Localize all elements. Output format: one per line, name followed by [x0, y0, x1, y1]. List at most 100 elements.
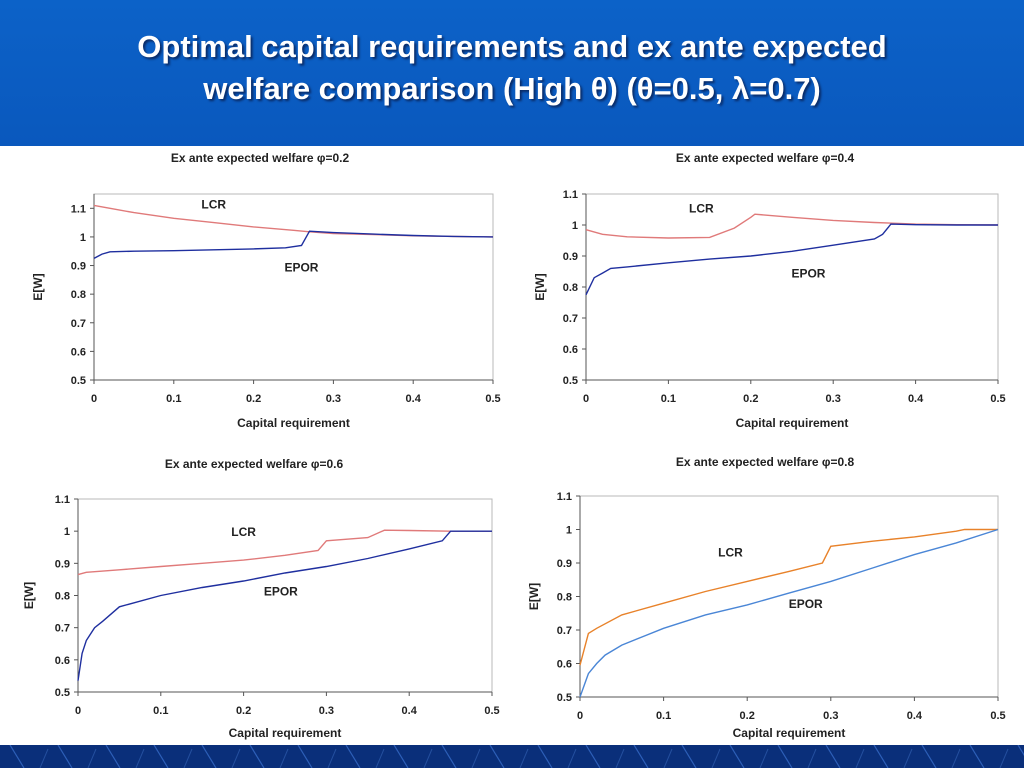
y-tick-label: 1 [64, 526, 70, 538]
chart-title: Ex ante expected welfare φ=0.2 [171, 151, 350, 165]
footer-stroke [105, 745, 121, 768]
slide-title: Optimal capital requirements and ex ante… [40, 26, 984, 110]
footer-stroke [567, 748, 577, 768]
x-tick-label: 0.5 [990, 710, 1005, 722]
y-axis-label: E[W] [31, 273, 45, 300]
x-tick-label: 0.2 [740, 710, 755, 722]
footer-stroke [825, 745, 841, 768]
footer-stroke [201, 745, 217, 768]
slide-title-line1: Optimal capital requirements and ex ante… [137, 29, 887, 64]
y-tick-label: 0.8 [71, 289, 86, 301]
x-tick-label: 0.5 [485, 393, 500, 405]
y-tick-label: 1 [80, 232, 86, 244]
series-label-epor: EPOR [264, 585, 298, 599]
y-tick-label: 0.5 [55, 687, 70, 699]
series-line-epor [579, 528, 999, 698]
footer-stroke [807, 748, 817, 768]
series-label-epor: EPOR [791, 267, 825, 281]
footer-pattern [9, 745, 1024, 768]
footer-stroke [519, 748, 529, 768]
series-label-lcr: LCR [689, 202, 714, 216]
chart-title: Ex ante expected welfare φ=0.8 [676, 455, 855, 469]
footer-stroke [393, 745, 409, 768]
x-tick-label: 0.1 [656, 710, 671, 722]
series-label-epor: EPOR [789, 597, 823, 611]
y-tick-label: 0.6 [55, 655, 70, 667]
x-tick-label: 0 [75, 705, 81, 717]
series-line-lcr [77, 529, 492, 576]
footer-stroke [135, 748, 145, 768]
footer-stroke [585, 745, 601, 768]
y-axis-label: E[W] [533, 273, 547, 300]
chart-2: 0.5 0.6 0.7 0.8 0.9 1 1.1 0 0.1 0.2 0.3 0.4 0.5 Ex an… [533, 151, 1006, 430]
y-tick-label: 0.5 [557, 692, 572, 704]
y-tick-label: 1 [572, 220, 578, 232]
footer-stroke [471, 748, 481, 768]
y-tick-label: 0.7 [71, 318, 86, 330]
y-tick-label: 1.1 [563, 189, 578, 201]
footer-stroke [855, 748, 865, 768]
chart-title: Ex ante expected welfare φ=0.4 [676, 151, 855, 165]
footer-stroke [777, 745, 793, 768]
x-tick-label: 0.5 [990, 393, 1005, 405]
x-tick-label: 0.3 [326, 393, 341, 405]
x-axis-label: Capital requirement [229, 726, 342, 740]
charts-svg: 0.5 0.6 0.7 0.8 0.9 1 1.1 0 0.1 0.2 0.3 0.4 0.5 Ex an… [22, 151, 1006, 740]
footer-stroke [537, 745, 553, 768]
footer-stroke [681, 745, 697, 768]
footer-stroke [951, 748, 961, 768]
y-tick-label: 0.6 [557, 659, 572, 671]
plot-frame [93, 193, 494, 381]
slide-footer [0, 745, 1024, 768]
series-label-lcr: LCR [231, 525, 256, 539]
footer-stroke [183, 748, 193, 768]
footer-stroke [57, 745, 73, 768]
y-tick-label: 0.6 [563, 344, 578, 356]
footer-stroke [9, 745, 25, 768]
footer-stroke [153, 745, 169, 768]
y-tick-label: 0.9 [563, 251, 578, 263]
footer-stroke [615, 748, 625, 768]
y-tick-label: 1.1 [557, 491, 572, 503]
x-tick-label: 0.2 [236, 705, 251, 717]
footer-stroke [441, 745, 457, 768]
y-tick-label: 1.1 [71, 203, 86, 215]
x-axis-label: Capital requirement [237, 416, 350, 430]
slide-title-line2: welfare comparison (High θ) (θ=0.5, λ=0.… [203, 71, 821, 106]
footer-stroke [999, 748, 1009, 768]
footer-stroke [297, 745, 313, 768]
y-tick-label: 0.9 [71, 261, 86, 273]
y-tick-label: 0.7 [55, 623, 70, 635]
x-tick-label: 0.2 [743, 393, 758, 405]
footer-stroke [231, 748, 241, 768]
footer-stroke [39, 748, 49, 768]
y-tick-label: 0.5 [563, 375, 578, 387]
y-tick-label: 0.9 [557, 558, 572, 570]
y-tick-label: 0.7 [563, 313, 578, 325]
x-tick-label: 0.1 [166, 393, 181, 405]
chart-title: Ex ante expected welfare φ=0.6 [165, 457, 344, 471]
footer-stroke [423, 748, 433, 768]
footer-stroke [921, 745, 937, 768]
footer-stroke [327, 748, 337, 768]
y-tick-label: 1 [566, 525, 572, 537]
y-tick-label: 0.5 [71, 375, 86, 387]
x-tick-label: 0.4 [907, 710, 923, 722]
x-tick-label: 0 [583, 393, 589, 405]
chart-1: 0.5 0.6 0.7 0.8 0.9 1 1.1 0 0.1 0.2 0.3 0.4 0.5 Ex an… [31, 151, 501, 430]
series-line-epor [77, 530, 492, 681]
x-tick-label: 0.3 [826, 393, 841, 405]
series-line-epor [585, 223, 998, 296]
y-tick-label: 0.8 [563, 282, 578, 294]
x-axis-label: Capital requirement [733, 726, 846, 740]
x-tick-label: 0.2 [246, 393, 261, 405]
x-tick-label: 0.3 [319, 705, 334, 717]
chart-4: 0.5 0.6 0.7 0.8 0.9 1 1.1 0 0.1 0.2 0.3 0.4 0.5 Ex an… [527, 455, 1006, 740]
x-axis-label: Capital requirement [736, 416, 849, 430]
y-axis-label: E[W] [527, 583, 541, 610]
y-tick-label: 0.8 [557, 592, 572, 604]
y-tick-label: 1.1 [55, 494, 70, 506]
x-tick-label: 0.4 [402, 705, 418, 717]
plot-frame [579, 495, 999, 698]
x-tick-label: 0 [91, 393, 97, 405]
